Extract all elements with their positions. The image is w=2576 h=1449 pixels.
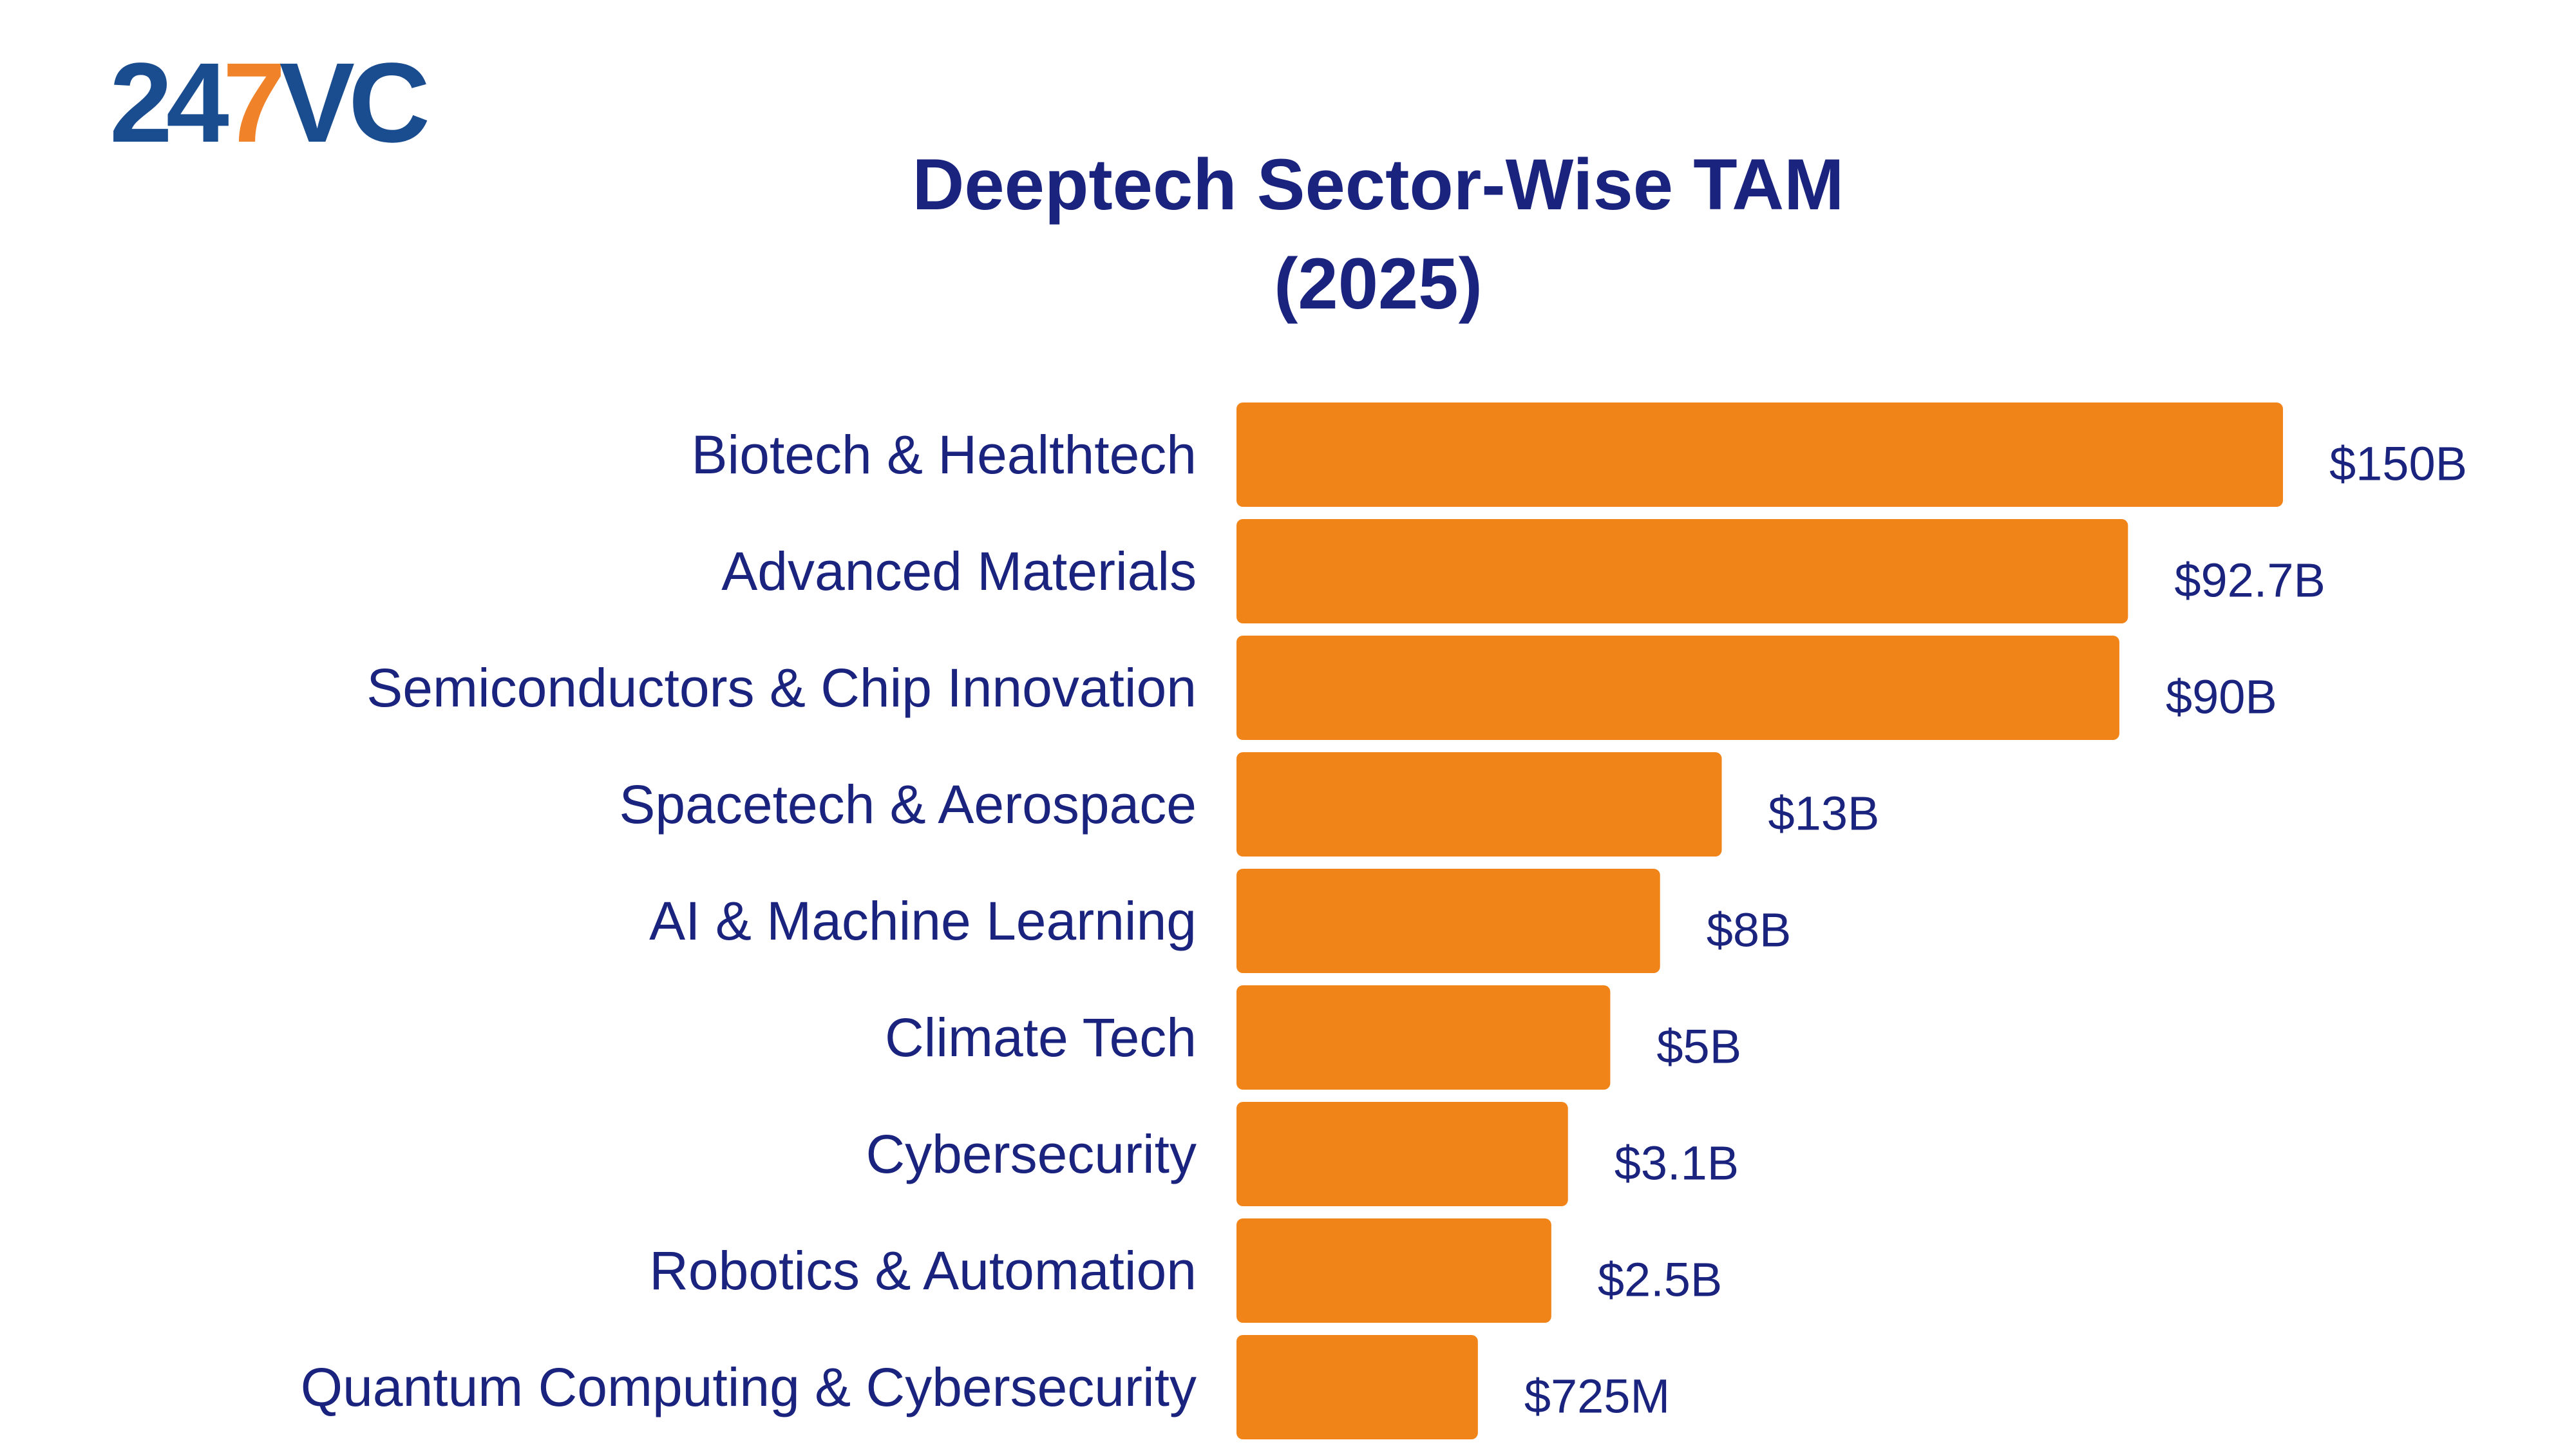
value-label: $92.7B — [2174, 554, 2325, 607]
category-label: Climate Tech — [885, 1007, 1197, 1068]
category-label: AI & Machine Learning — [649, 891, 1197, 951]
value-label: $3.1B — [1615, 1137, 1739, 1190]
value-label: $8B — [1707, 904, 1792, 957]
chart-title-year: (2025) — [1274, 243, 1482, 324]
value-label: $150B — [2329, 437, 2467, 491]
bar — [1236, 1335, 1478, 1439]
category-label: Semiconductors & Chip Innovation — [366, 658, 1197, 718]
bar — [1236, 402, 2283, 507]
bar — [1236, 1102, 1568, 1206]
bar — [1236, 869, 1660, 973]
category-label: Advanced Materials — [721, 541, 1197, 601]
logo-digits: 24 — [109, 45, 229, 161]
chart-marks: Biotech & Healthtech $150B Advanced Materi… — [301, 402, 2467, 1439]
chart-title-main: Deeptech Sector-Wise TAM — [912, 144, 1844, 225]
bar — [1236, 519, 2128, 623]
logo-seven: 7 — [223, 45, 281, 161]
bar — [1236, 985, 1611, 1090]
category-label: Spacetech & Aerospace — [619, 774, 1197, 835]
value-label: $90B — [2166, 670, 2277, 724]
bar — [1236, 752, 1722, 857]
category-label: Quantum Computing & Cybersecurity — [301, 1357, 1197, 1417]
brand-logo: 247VC — [109, 45, 434, 161]
category-label: Cybersecurity — [866, 1124, 1197, 1184]
category-label: Biotech & Healthtech — [692, 424, 1197, 485]
svg-text:247VC: 247VC — [109, 45, 428, 161]
category-label: Robotics & Automation — [649, 1240, 1197, 1301]
bar — [1236, 636, 2119, 740]
chart-title: Deeptech Sector-Wise TAM (2025) — [702, 135, 2054, 334]
value-label: $5B — [1656, 1020, 1741, 1074]
value-label: $725M — [1524, 1370, 1670, 1423]
value-label: $2.5B — [1598, 1253, 1722, 1307]
value-label: $13B — [1768, 787, 1880, 840]
bar — [1236, 1218, 1551, 1323]
logo-letters: VC — [279, 45, 428, 161]
